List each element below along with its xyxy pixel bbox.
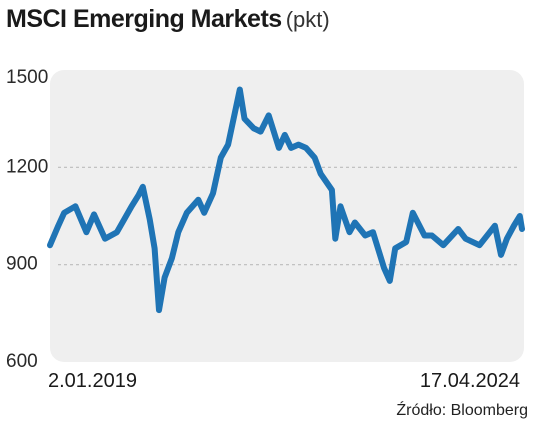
chart-title: MSCI Emerging Markets (pkt) <box>6 2 330 37</box>
x-tick-start: 2.01.2019 <box>48 370 137 392</box>
y-tick-label: 1200 <box>6 156 48 177</box>
y-tick-label: 900 <box>6 254 38 275</box>
source-note: Źródło: Bloomberg <box>396 402 528 419</box>
x-tick-end: 17.04.2024 <box>420 370 520 392</box>
gridlines <box>58 166 518 266</box>
y-tick-label: 600 <box>6 351 38 372</box>
plot-area <box>50 70 524 362</box>
series-line <box>47 86 525 314</box>
chart-title-text: MSCI Emerging Markets <box>6 5 282 33</box>
y-tick-label: 1500 <box>6 67 48 88</box>
y-axis-ticks: 600 900 1200 1500 <box>6 67 48 372</box>
line-chart: 600 900 1200 1500 2.01.2019 17.04.2024 <box>6 67 525 392</box>
chart-unit: (pkt) <box>285 7 330 32</box>
